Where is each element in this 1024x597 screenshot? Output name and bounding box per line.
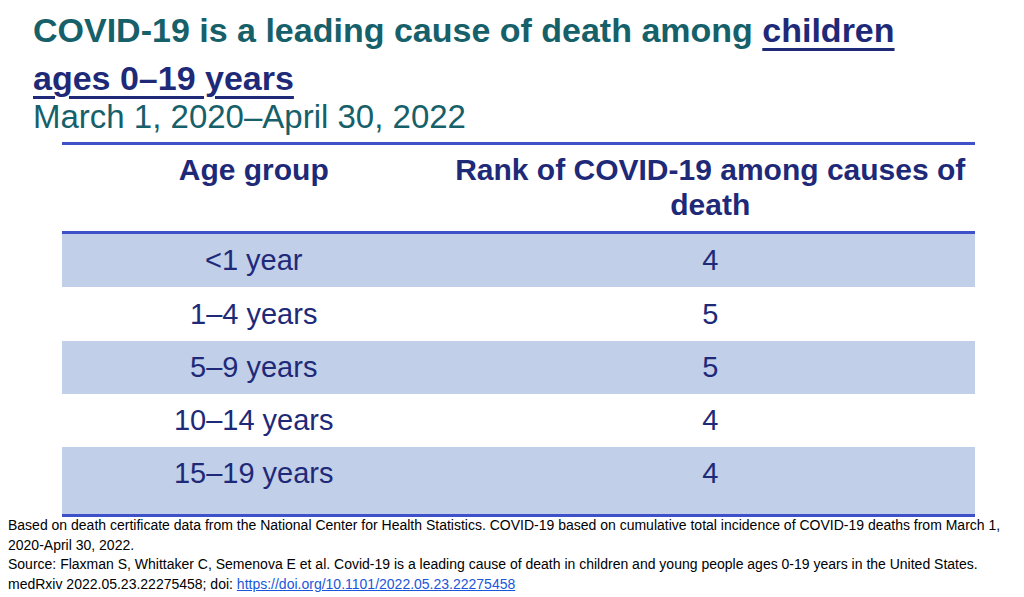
header-rank: Rank of COVID-19 among causes of death [445,152,975,222]
age-group-cell: <1 year [62,244,445,277]
rank-cell: 4 [445,404,975,437]
age-group-cell: 10–14 years [62,404,445,437]
age-group-cell: 1–4 years [62,298,445,331]
rank-table: Age group Rank of COVID-19 among causes … [62,142,975,517]
table-row: <1 year 4 [62,234,975,287]
table-row: 5–9 years 5 [62,341,975,394]
table-header-row: Age group Rank of COVID-19 among causes … [62,145,975,231]
table-row: 15–19 years 4 [62,447,975,514]
rank-cell: 5 [445,351,975,384]
rank-cell: 4 [445,244,975,277]
title-highlight-children: children [762,11,894,49]
data-note: Based on death certificate data from the… [8,516,1020,555]
rank-cell: 5 [445,298,975,331]
page-title: COVID-19 is a leading cause of death amo… [33,6,993,102]
date-range-subtitle: March 1, 2020–April 30, 2022 [33,98,466,136]
slide: COVID-19 is a leading cause of death amo… [0,0,1024,597]
doi-link[interactable]: https://doi.org/10.1101/2022.05.23.22275… [237,576,515,592]
age-group-cell: 15–19 years [62,457,445,490]
header-age-group: Age group [62,152,445,222]
source-note: Source: Flaxman S, Whittaker C, Semenova… [8,555,1020,594]
table-row: 10–14 years 4 [62,394,975,447]
table-row: 1–4 years 5 [62,287,975,341]
age-group-cell: 5–9 years [62,351,445,384]
footnote-block: Based on death certificate data from the… [8,516,1020,594]
title-teal-text: COVID-19 is a leading cause of death amo… [33,11,762,49]
title-highlight-ages: ages 0–19 years [33,59,294,97]
rank-cell: 4 [445,457,975,490]
